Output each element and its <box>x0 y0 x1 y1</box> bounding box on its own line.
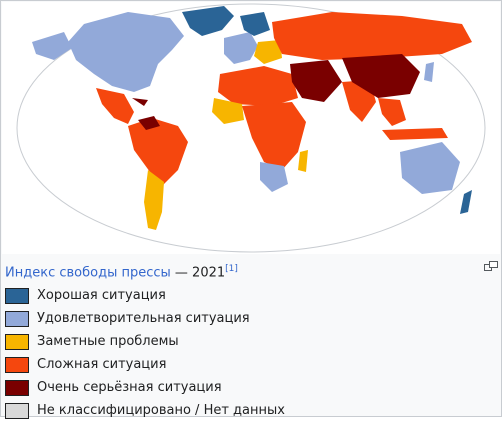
region-southern-cone <box>144 170 164 230</box>
legend-item: Очень серьёзная ситуация <box>5 376 285 399</box>
region-indonesia <box>382 128 448 140</box>
press-freedom-index-link[interactable]: Индекс свободы прессы <box>5 265 171 281</box>
legend-label: Заметные проблемы <box>37 334 179 349</box>
caption-reference[interactable]: [1] <box>225 264 238 274</box>
region-west-africa <box>212 98 244 124</box>
magnify-icon[interactable] <box>484 261 498 271</box>
region-venezuela <box>138 116 160 130</box>
region-russia <box>272 12 472 60</box>
region-japan <box>424 62 434 82</box>
region-australia <box>400 142 460 194</box>
region-southern-africa <box>260 162 288 192</box>
legend-swatch <box>5 379 29 396</box>
region-north-america <box>68 12 184 92</box>
region-central-america <box>96 88 134 124</box>
legend-label: Сложная ситуация <box>37 357 167 372</box>
caption-year: 2021 <box>192 265 226 281</box>
region-central-africa <box>242 102 306 170</box>
region-north-africa <box>218 66 298 106</box>
region-scandinavia <box>240 12 270 36</box>
legend-item: Заметные проблемы <box>5 330 285 353</box>
legend-label: Хорошая ситуация <box>37 288 166 303</box>
legend-item: Сложная ситуация <box>5 353 285 376</box>
region-se-asia <box>378 98 406 126</box>
region-alaska <box>32 32 72 60</box>
legend-swatch <box>5 356 29 373</box>
region-china <box>342 54 420 98</box>
world-map[interactable] <box>2 2 500 254</box>
legend-swatch <box>5 310 29 327</box>
legend-item: Хорошая ситуация <box>5 284 285 307</box>
legend-swatch <box>5 402 29 419</box>
legend-label: Удовлетворительная ситуация <box>37 311 250 326</box>
region-middle-east <box>290 60 342 102</box>
legend-swatch <box>5 287 29 304</box>
region-greenland <box>182 6 234 36</box>
legend-label: Очень серьёзная ситуация <box>37 380 222 395</box>
region-cuba <box>132 98 148 106</box>
region-madagascar <box>298 150 308 172</box>
region-europe-east <box>254 40 282 64</box>
legend-item: Не классифицировано / Нет данных <box>5 399 285 422</box>
legend-item: Удовлетворительная ситуация <box>5 307 285 330</box>
map-caption: Индекс свободы прессы — 2021[1] <box>5 260 238 282</box>
region-europe-west <box>224 32 258 64</box>
legend-label: Не классифицировано / Нет данных <box>37 403 285 418</box>
caption-separator: — <box>170 265 193 281</box>
legend-swatch <box>5 333 29 350</box>
region-new-zealand <box>460 190 472 214</box>
region-south-america-north <box>128 118 188 186</box>
map-legend: Хорошая ситуация Удовлетворительная ситу… <box>5 284 285 422</box>
world-map-svg <box>16 3 486 253</box>
